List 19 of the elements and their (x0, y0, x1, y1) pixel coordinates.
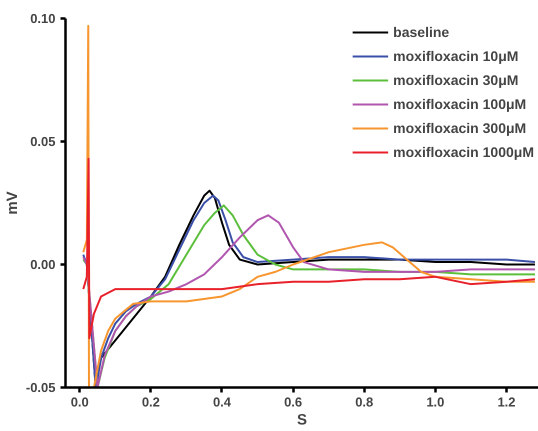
x-tick-label: 0.8 (355, 394, 374, 410)
legend-label: moxifloxacin 10μM (393, 48, 518, 64)
x-tick-label: 1.0 (426, 394, 444, 410)
y-axis-title: mV (4, 191, 21, 215)
legend-label: moxifloxacin 100μM (393, 96, 526, 112)
legend-label: moxifloxacin 30μM (393, 72, 518, 88)
x-tick-label: 0.6 (284, 394, 302, 410)
legend-label: moxifloxacin 1000μM (393, 144, 534, 160)
y-tick-label: 0.05 (30, 134, 56, 149)
x-tick-label: 0.0 (70, 394, 89, 410)
x-tick-label: 0.2 (142, 394, 160, 410)
legend-label: baseline (393, 24, 450, 40)
x-axis-title: S (297, 412, 308, 428)
y-tick-label: -0.05 (26, 380, 56, 395)
x-tick-label: 1.2 (497, 394, 516, 410)
x-tick-label: 0.4 (212, 394, 232, 410)
y-tick-label: 0.00 (30, 257, 56, 272)
y-tick-label: 0.10 (30, 11, 56, 26)
legend-label: moxifloxacin 300μM (393, 120, 526, 136)
